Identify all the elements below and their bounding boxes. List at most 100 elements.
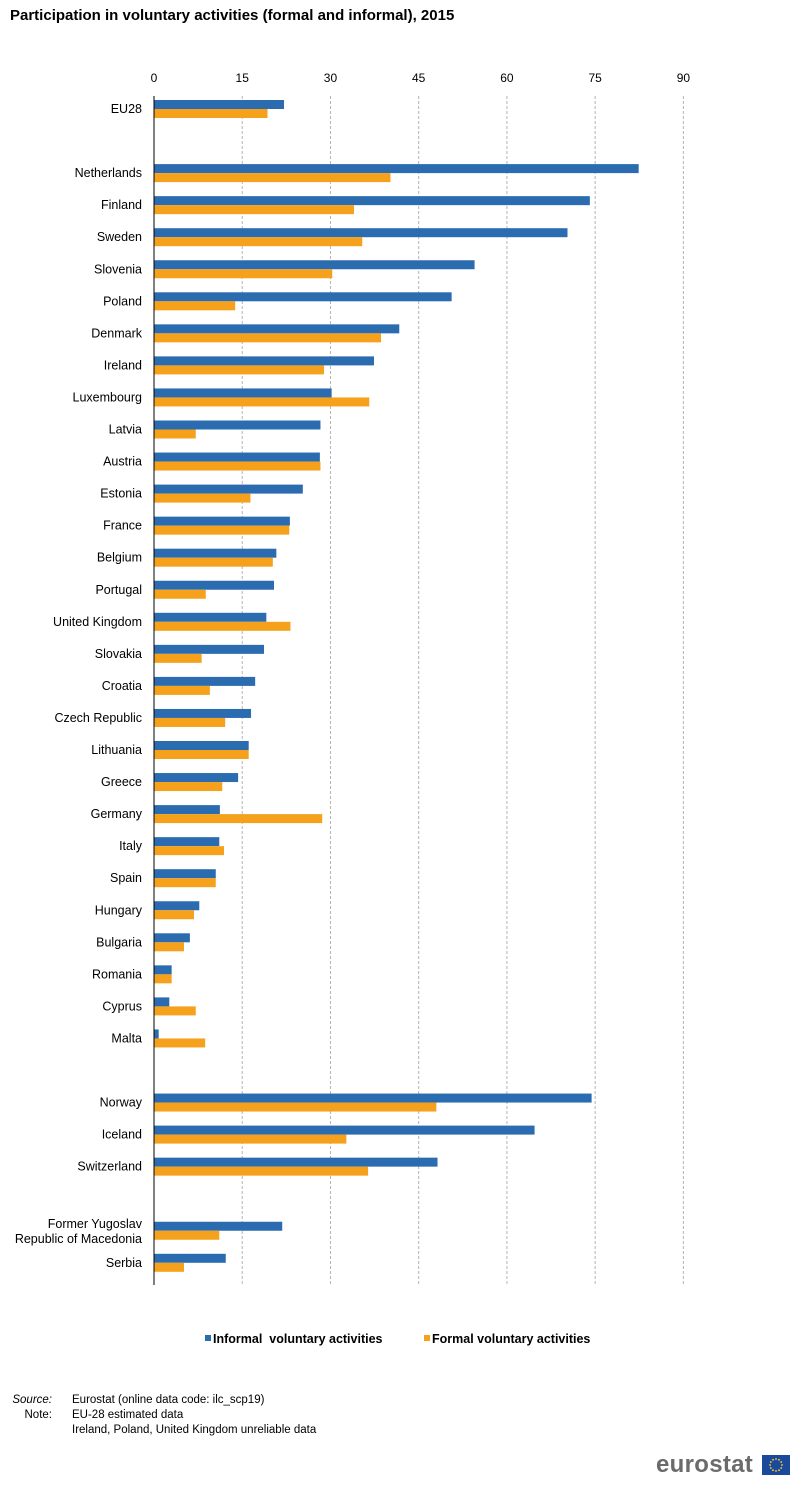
bar-formal <box>154 621 291 631</box>
category-label: Germany <box>91 807 143 821</box>
note-line-2: Ireland, Poland, United Kingdom unreliab… <box>72 1424 317 1436</box>
bar-formal <box>154 653 202 663</box>
bar-informal <box>154 548 277 558</box>
category-label: Norway <box>100 1096 143 1110</box>
bar-formal <box>154 717 226 727</box>
bar-formal <box>154 782 223 792</box>
bar-informal <box>154 644 264 654</box>
note-label: Note: <box>24 1409 53 1421</box>
category-label: Greece <box>101 775 142 789</box>
bar-informal <box>154 741 249 750</box>
bar-informal <box>154 580 274 590</box>
bar-formal <box>154 1262 184 1272</box>
bar-informal <box>154 516 290 526</box>
bar-informal <box>154 773 239 783</box>
bar-informal <box>154 708 252 718</box>
category-label: United Kingdom <box>53 615 142 629</box>
x-tick-label: 75 <box>588 71 602 85</box>
category-label: Iceland <box>102 1128 142 1142</box>
bar-formal <box>154 557 273 567</box>
category-label: Cyprus <box>102 999 142 1013</box>
bar-formal <box>154 461 321 471</box>
bar-informal <box>154 1125 535 1135</box>
bar-informal <box>154 420 321 430</box>
bar-informal <box>154 452 320 462</box>
bar-informal <box>154 164 639 174</box>
bar-informal <box>154 805 220 815</box>
bar-formal <box>154 429 196 439</box>
bar-formal <box>154 301 236 311</box>
category-label: Czech Republic <box>54 711 142 725</box>
x-tick-label: 0 <box>151 71 158 85</box>
legend-label: Formal voluntary activities <box>432 1332 590 1346</box>
bar-informal <box>154 292 452 302</box>
category-label: Finland <box>101 198 142 212</box>
category-label: Bulgaria <box>96 935 142 949</box>
bar-informal <box>154 228 568 238</box>
category-label: Luxembourg <box>73 390 143 404</box>
category-label: EU28 <box>111 102 142 116</box>
bar-informal <box>154 612 267 622</box>
category-label: Switzerland <box>77 1160 142 1174</box>
bar-informal <box>154 1221 283 1231</box>
category-label: Denmark <box>91 326 142 340</box>
bar-formal <box>154 846 224 856</box>
bar-informal <box>154 1093 592 1103</box>
category-label: Sweden <box>97 230 142 244</box>
bar-informal <box>154 324 400 334</box>
bar-formal <box>154 1006 196 1016</box>
bar-informal <box>154 1253 226 1263</box>
bar-formal <box>154 1038 206 1048</box>
bar-formal <box>154 750 249 759</box>
bar-formal <box>154 974 172 984</box>
category-label: Slovakia <box>95 647 142 661</box>
source-label: Source: <box>12 1394 52 1406</box>
chart-title: Participation in voluntary activities (f… <box>10 7 455 24</box>
category-label: Romania <box>92 967 142 981</box>
bar-formal <box>154 1230 220 1240</box>
category-label: Ireland <box>104 358 142 372</box>
category-label: Spain <box>110 871 142 885</box>
bar-formal <box>154 525 290 535</box>
bar-informal <box>154 869 216 879</box>
bar-informal <box>154 260 475 270</box>
legend-swatch <box>205 1335 211 1341</box>
bar-formal <box>154 910 194 920</box>
category-label: Portugal <box>95 583 142 597</box>
x-tick-label: 45 <box>412 71 426 85</box>
category-label: France <box>103 519 142 533</box>
category-label: Italy <box>119 839 143 853</box>
bar-informal <box>154 1029 159 1039</box>
bar-formal <box>154 109 268 118</box>
category-label: Lithuania <box>91 743 142 757</box>
logo-text: eurostat <box>656 1451 754 1478</box>
note-line-1: EU-28 estimated data <box>72 1409 184 1421</box>
bar-informal <box>154 484 303 494</box>
bar-informal <box>154 196 590 206</box>
bar-formal <box>154 942 184 952</box>
bar-informal <box>154 901 200 911</box>
bar-informal <box>154 356 374 366</box>
x-tick-label: 30 <box>324 71 338 85</box>
bar-formal <box>154 589 206 599</box>
bar-formal <box>154 173 391 183</box>
category-label: Netherlands <box>75 166 142 180</box>
bar-formal <box>154 269 333 279</box>
category-label: Belgium <box>97 551 142 565</box>
bar-informal <box>154 676 256 686</box>
bar-formal <box>154 365 324 375</box>
category-label: Hungary <box>95 903 143 917</box>
category-label: Latvia <box>109 423 142 437</box>
bar-formal <box>154 1166 369 1176</box>
bar-formal <box>154 397 370 407</box>
bar-formal <box>154 814 323 824</box>
legend-label: Informal voluntary activities <box>213 1332 383 1346</box>
legend-swatch <box>424 1335 430 1341</box>
bar-formal <box>154 1134 347 1144</box>
eu-flag-icon <box>762 1455 790 1475</box>
bar-formal <box>154 333 382 343</box>
x-tick-label: 90 <box>677 71 691 85</box>
bar-informal <box>154 100 284 109</box>
bar-formal <box>154 237 363 247</box>
